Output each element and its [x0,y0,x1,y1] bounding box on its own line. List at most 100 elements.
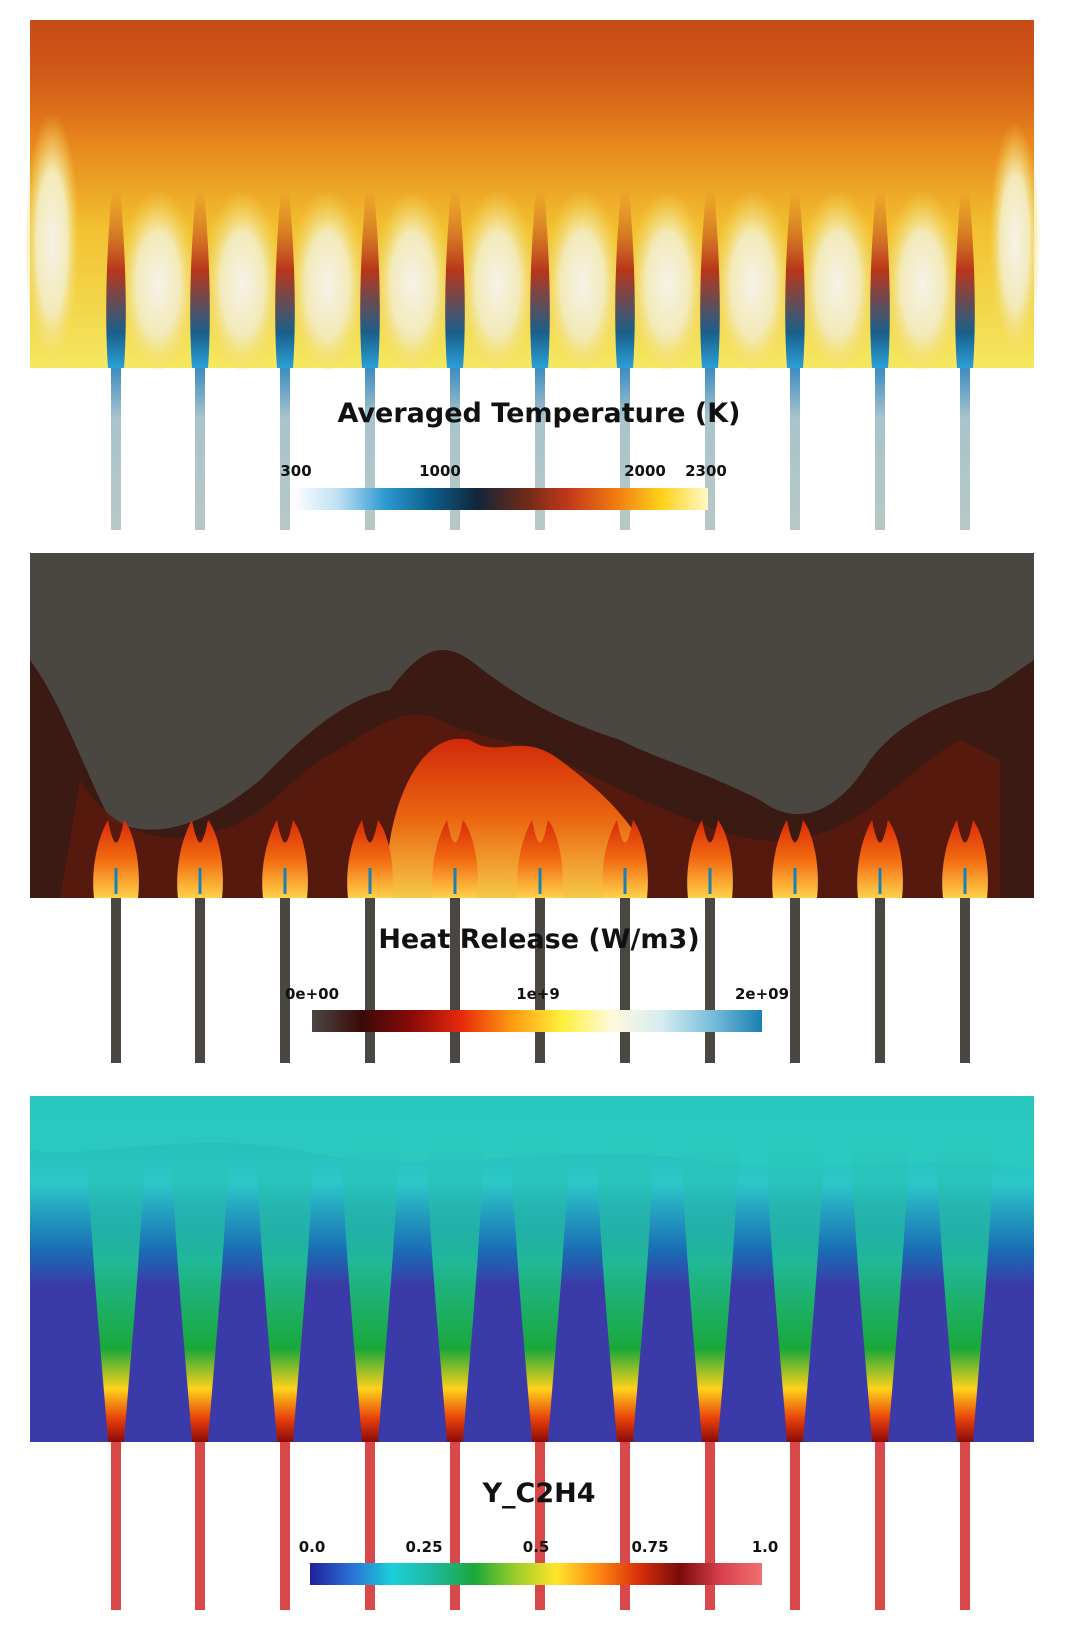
heat-release-colorbar [312,1010,762,1032]
fuel-plume [595,1110,655,1442]
fuel-jet [700,190,720,368]
hot-zone [989,110,1041,350]
flame-front [772,820,818,898]
fuel-jet [785,190,805,368]
injector-pipe [195,898,205,1063]
flame-core [368,868,372,894]
fuel-jet [870,190,890,368]
hot-zone [457,180,538,370]
injector-pipe [875,368,885,530]
species-tick-label: 1.0 [751,1538,779,1556]
injector-pipe [535,898,545,1063]
fuel-plume [510,1110,570,1442]
injector-pipe [111,1442,121,1610]
fuel-plume [935,1110,995,1442]
injector-pipe [535,368,545,530]
fuel-jet [190,190,210,368]
heat-release-colorbar-title: Heat Release (W/m3) [378,924,700,955]
flame-front [687,820,733,898]
hot-zone [287,180,368,370]
hot-zone [118,180,198,370]
flame-front [432,820,478,898]
flame-front [602,820,648,898]
hot-zone [542,180,623,370]
injector-pipe [620,898,630,1063]
injector-pipe [280,1442,290,1610]
fuel-plume [340,1110,400,1442]
injector-pipe [620,368,630,530]
injector-pipe [450,1442,460,1610]
flame-core [198,868,202,894]
injector-pipe [790,898,800,1063]
injector-pipe [365,368,375,530]
temperature-colorbar-title: Averaged Temperature (K) [337,398,741,429]
species-tick-label: 0.5 [522,1538,550,1556]
temperature-colorbar [292,488,708,510]
injector-pipe [875,1442,885,1610]
temperature-tick-label: 300 [280,462,312,480]
species-colorbar [310,1563,762,1585]
hot-zone [797,180,878,370]
heat-release-field-image [30,553,1034,1063]
flame-core [283,868,287,894]
injector-pipe [960,1442,970,1610]
fuel-plume [170,1110,230,1442]
temperature-field-image [24,20,1041,530]
fuel-jet [955,190,975,368]
species-colorbar-title: Y_C2H4 [482,1478,596,1509]
injector-pipe [960,898,970,1063]
flame-front [347,820,393,898]
flame-core [708,868,712,894]
hot-zone [882,180,963,370]
injector-pipe [875,898,885,1063]
heat-release-panel: Heat Release (W/m3) 0e+00 1e+9 2e+09 [30,553,1034,1063]
flame-core [114,868,118,894]
hot-zone [202,180,283,370]
temperature-tick-label: 2000 [624,462,666,480]
heat-release-tick-label: 1e+9 [516,985,560,1003]
injector-pipe [365,898,375,1063]
injector-pipe [535,1442,545,1610]
fuel-plume [86,1110,146,1442]
fuel-plume [425,1110,485,1442]
injector-pipe [280,898,290,1063]
fuel-jet [530,190,550,368]
species-tick-label: 0.75 [631,1538,669,1556]
flame-core [623,868,627,894]
flame-core [453,868,457,894]
injector-pipe [450,368,460,530]
flame-front [517,820,563,898]
injector-pipe [111,368,121,530]
flame-front [177,820,223,898]
flame-front [942,820,988,898]
heat-release-tick-label: 2e+09 [734,985,790,1003]
fuel-jet [275,190,295,368]
fuel-plume [680,1110,740,1442]
injector-pipe [195,1442,205,1610]
heat-release-tick-label: 0e+00 [284,985,340,1003]
flame-core [538,868,542,894]
injector-pipe [280,368,290,530]
fuel-jet [360,190,380,368]
injector-pipe [960,368,970,530]
fuel-jet [106,190,126,368]
hot-zone [372,180,453,370]
injector-pipe [790,368,800,530]
fuel-jet [615,190,635,368]
hot-zone [627,180,708,370]
injector-pipe [195,368,205,530]
flame-front [857,820,903,898]
flame-front [262,820,308,898]
fuel-plume [255,1110,315,1442]
injector-pipe [705,1442,715,1610]
injector-pipe [620,1442,630,1610]
flame-front [93,820,139,898]
injector-pipe [705,368,715,530]
fuel-plume [765,1110,825,1442]
species-tick-label: 0.0 [298,1538,326,1556]
hot-zone [24,100,80,360]
temperature-tick-label: 2300 [685,462,727,480]
injector-pipe [450,898,460,1063]
